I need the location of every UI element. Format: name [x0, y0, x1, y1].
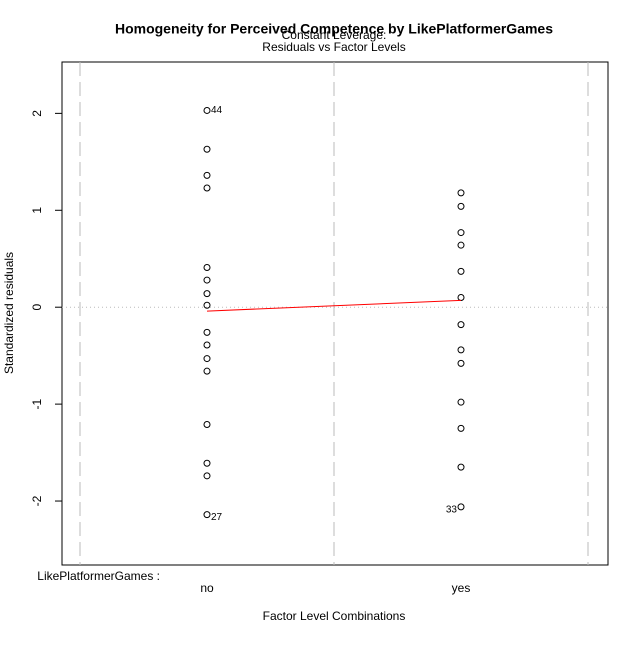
point	[457, 398, 465, 406]
point-label: 33	[446, 504, 458, 515]
y-tick-label: 0	[30, 304, 44, 311]
point	[203, 472, 211, 480]
point-label: 44	[211, 105, 223, 116]
x-tick-label: yes	[452, 581, 471, 595]
point	[457, 294, 465, 302]
subtitle: Residuals vs Factor Levels	[262, 40, 405, 54]
y-tick-label: -2	[30, 495, 44, 506]
point	[203, 459, 211, 467]
x-tick-label: no	[200, 581, 214, 595]
fit-line	[206, 299, 462, 312]
y-tick-label: 2	[30, 110, 44, 117]
factor-label: LikePlatformerGames :	[37, 569, 160, 583]
point	[457, 463, 465, 471]
point	[457, 346, 465, 354]
point	[203, 355, 211, 363]
point-label: 27	[211, 512, 223, 523]
plot-frame	[61, 61, 609, 566]
point	[457, 503, 465, 511]
point	[203, 290, 211, 298]
point	[203, 106, 211, 114]
point	[203, 145, 211, 153]
point	[203, 367, 211, 375]
point	[457, 321, 465, 329]
point	[457, 229, 465, 237]
point	[203, 420, 211, 428]
point	[457, 189, 465, 197]
point	[203, 276, 211, 284]
y-axis-label: Standardized residuals	[2, 252, 16, 374]
y-tick-label: 1	[30, 207, 44, 214]
x-axis-label: Factor Level Combinations	[263, 609, 406, 623]
point	[457, 359, 465, 367]
point	[203, 328, 211, 336]
point	[457, 241, 465, 249]
point	[203, 263, 211, 271]
subtitle: Constant Leverage:	[282, 28, 387, 42]
point	[457, 202, 465, 210]
chart-title: Homogeneity for Perceived Competence by …	[115, 21, 553, 37]
point	[203, 184, 211, 192]
point	[203, 341, 211, 349]
point	[203, 511, 211, 519]
point	[457, 267, 465, 275]
y-tick-label: -1	[30, 398, 44, 409]
point	[203, 171, 211, 179]
point	[203, 301, 211, 309]
point	[457, 424, 465, 432]
